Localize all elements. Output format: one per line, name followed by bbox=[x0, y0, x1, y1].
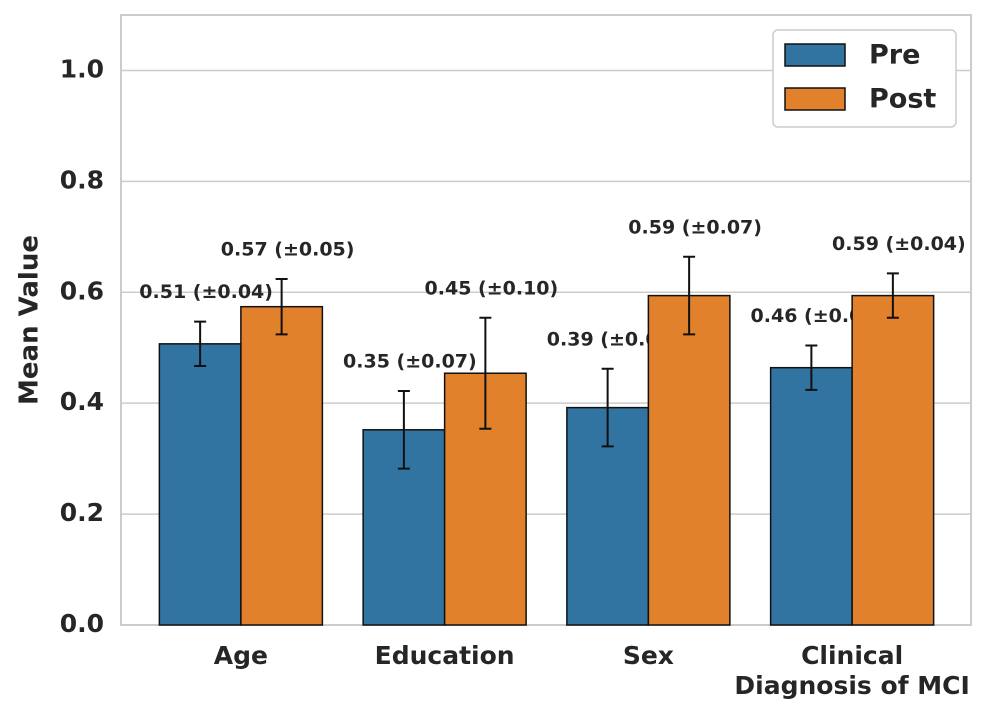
value-label: 0.51 (±0.04) bbox=[139, 281, 273, 303]
y-tick-label: 0.4 bbox=[60, 387, 104, 416]
value-label: 0.46 (±0.04) bbox=[751, 305, 885, 327]
error-bar bbox=[397, 389, 410, 470]
x-tick-label: Age bbox=[213, 641, 268, 670]
error-bar bbox=[601, 367, 614, 448]
error-bar bbox=[886, 272, 899, 319]
y-tick-label: 1.0 bbox=[60, 54, 104, 83]
bar bbox=[769, 366, 853, 626]
y-tick-label: 0.0 bbox=[60, 609, 104, 638]
x-tick-label: Sex bbox=[622, 641, 674, 670]
error-bar bbox=[805, 344, 818, 391]
y-axis-label: Mean Value bbox=[15, 235, 45, 405]
value-label: 0.57 (±0.05) bbox=[221, 238, 355, 260]
bar bbox=[158, 343, 242, 626]
legend-swatch bbox=[784, 87, 846, 111]
value-label: 0.59 (±0.04) bbox=[832, 233, 966, 255]
error-bar bbox=[479, 316, 492, 430]
bar bbox=[851, 294, 935, 626]
value-label: 0.59 (±0.07) bbox=[628, 216, 762, 238]
y-tick-label: 0.2 bbox=[60, 498, 104, 527]
value-label: 0.39 (±0.07) bbox=[547, 328, 681, 350]
plot-frame bbox=[120, 14, 972, 626]
x-tick-label: Education bbox=[374, 641, 515, 670]
error-bar bbox=[275, 277, 288, 336]
legend-label: Post bbox=[869, 84, 936, 115]
x-tick-label: Clinical Diagnosis of MCI bbox=[734, 641, 970, 700]
value-label: 0.35 (±0.07) bbox=[343, 350, 477, 372]
bar bbox=[647, 294, 731, 626]
y-tick-label: 0.6 bbox=[60, 276, 104, 305]
y-tick-label: 0.8 bbox=[60, 165, 104, 194]
bar bbox=[240, 305, 324, 626]
error-bar bbox=[683, 255, 696, 336]
value-label: 0.45 (±0.10) bbox=[425, 277, 559, 299]
legend-swatch bbox=[784, 43, 846, 67]
error-bar bbox=[194, 320, 207, 368]
legend-label: Pre bbox=[869, 40, 920, 71]
